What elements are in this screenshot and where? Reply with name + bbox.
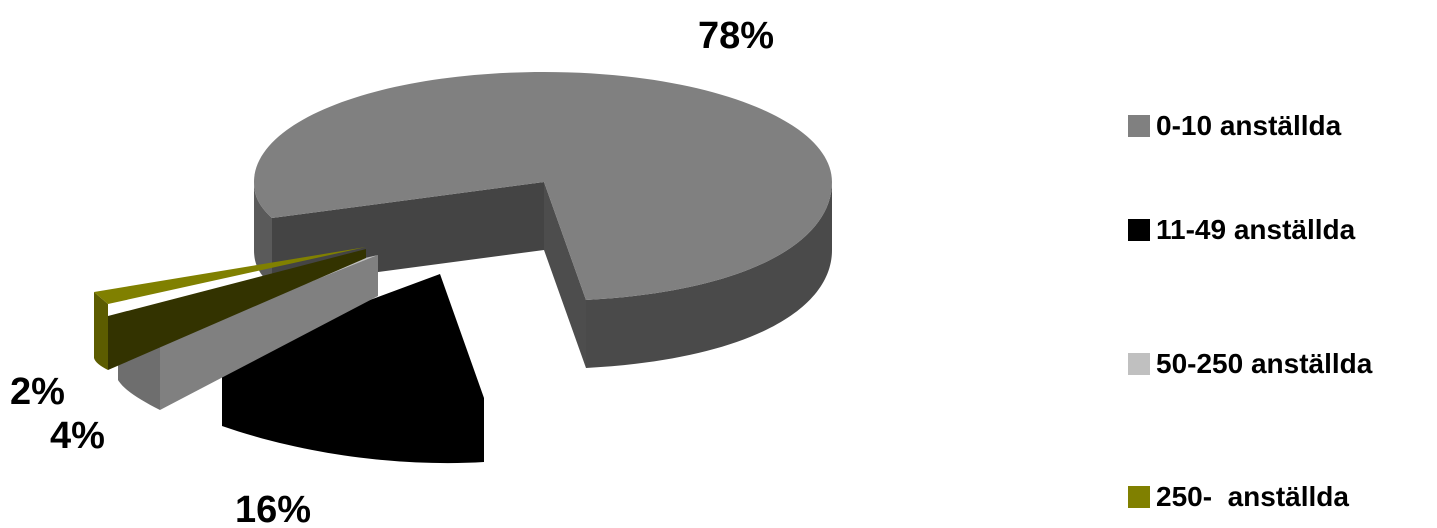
data-label-50-250: 4% <box>50 415 105 457</box>
slice-0-10-rim <box>254 182 272 286</box>
legend-item-11-49: 11-49 anställda <box>1128 214 1355 246</box>
slice-50-250-side <box>160 255 378 410</box>
data-label-250: 2% <box>10 371 65 413</box>
data-label-11-49: 16% <box>235 489 311 528</box>
slice-250-side <box>108 249 366 370</box>
data-label-0-10: 78% <box>698 15 774 57</box>
legend-swatch <box>1128 486 1150 508</box>
slice-11-49-body <box>222 274 484 464</box>
legend-item-250: 250- anställda <box>1128 481 1349 513</box>
legend-label: 250- anställda <box>1156 481 1349 512</box>
pie-chart: 78% 16% 4% 2% <box>10 15 832 528</box>
legend-label: 11-49 anställda <box>1156 214 1356 245</box>
slice-250-top <box>94 247 366 304</box>
legend-swatch <box>1128 219 1150 241</box>
legend-label: 50-250 anställda <box>1156 348 1373 379</box>
slice-250 <box>94 247 366 370</box>
slice-0-10-top <box>254 72 832 300</box>
legend-swatch <box>1128 115 1150 137</box>
slice-11-49 <box>222 274 484 464</box>
slice-0-10-rim <box>586 182 832 368</box>
slice-0-10-side <box>544 182 586 368</box>
legend-label: 0-10 anställda <box>1156 110 1342 141</box>
legend-item-0-10: 0-10 anställda <box>1128 110 1341 142</box>
slice-250-rim <box>94 292 108 370</box>
legend-item-50-250: 50-250 anställda <box>1128 348 1372 380</box>
legend-swatch <box>1128 353 1150 375</box>
